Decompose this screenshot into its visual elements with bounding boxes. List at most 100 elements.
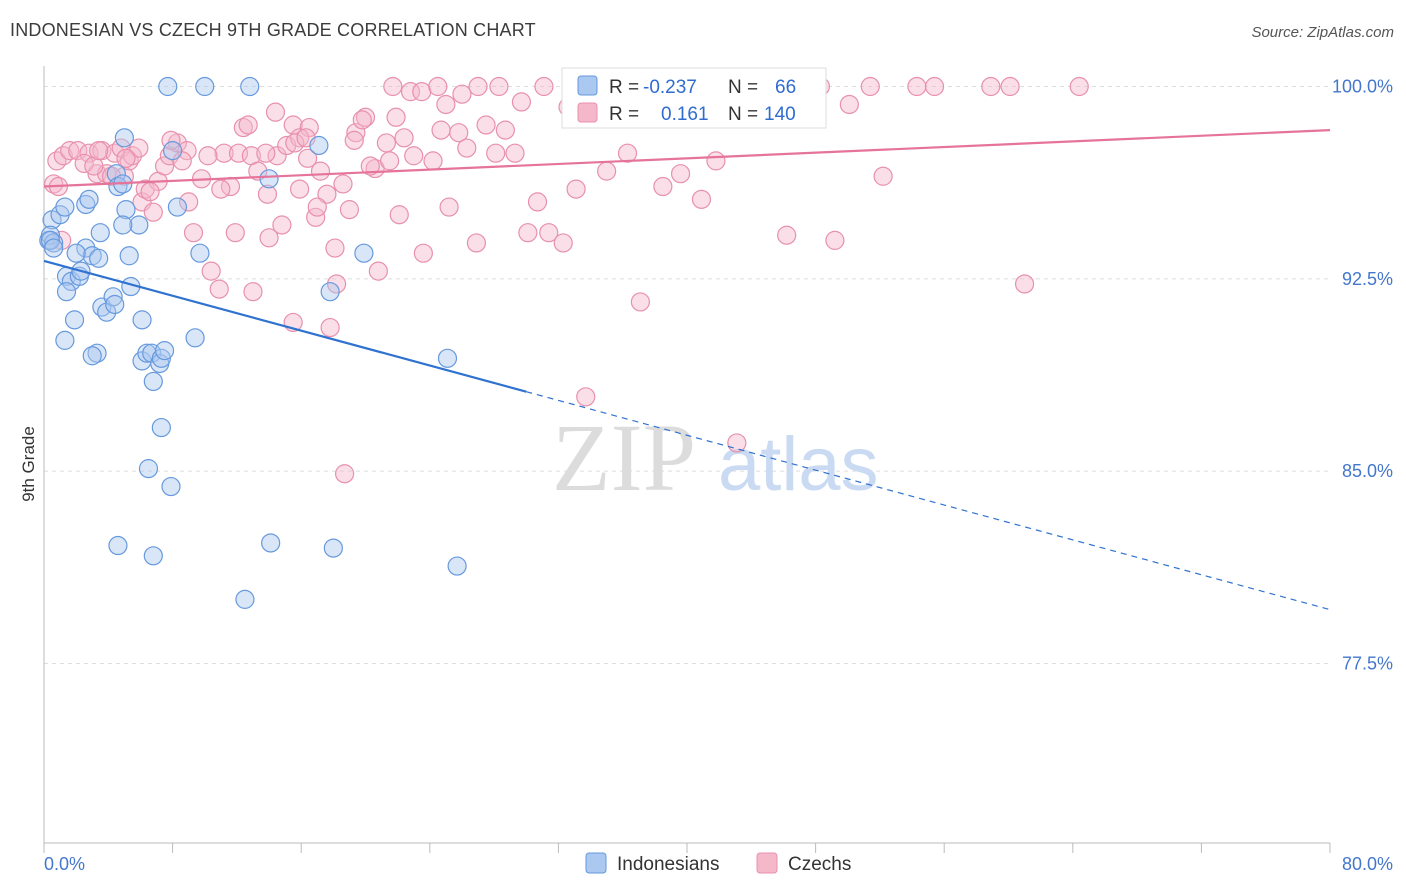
czech-point [285,133,305,153]
indonesian-point [195,76,215,97]
czech-point [129,138,149,158]
indonesian-point [309,135,329,156]
czech-point [505,143,525,163]
czech-point [653,176,673,197]
indonesian-point [143,371,163,392]
indonesian-point [76,194,96,215]
czech-point [691,189,712,209]
x-tick-labels: 0.0% 80.0% [44,854,1393,874]
czech-point [143,202,163,222]
czech-point [183,223,204,243]
indonesian-point [138,459,159,479]
czech-point [428,76,448,97]
czech-point [527,192,548,212]
legend-n-value-indonesians: 66 [775,77,796,98]
czech-point [383,76,403,97]
indonesian-point [119,246,139,266]
czech-point [368,261,388,281]
czech-point [225,223,245,243]
indonesians-trend-line [43,259,527,393]
czech-point [476,115,496,135]
czech-point [267,146,287,166]
czech-point [209,279,229,299]
indonesian-point [108,535,128,556]
x-tick-label-min: 0.0% [44,854,85,874]
czech-point [289,179,310,199]
legend-r-value-czechs: 0.161 [661,104,709,125]
czech-point [47,151,67,171]
czech-point [355,107,376,127]
czech-point [553,233,573,253]
indonesian-point [190,243,210,263]
czech-point [256,143,276,163]
bottom-legend-indonesians-label: Indonesians [617,854,719,875]
legend-indonesians-swatch [577,75,598,96]
czech-point [248,161,268,181]
czech-point [981,76,1001,97]
indonesian-point [151,417,171,438]
indonesian-point [129,215,149,235]
czech-point [326,274,347,294]
czech-point [466,233,487,253]
indonesian-point [163,141,183,161]
czech-point [333,174,353,194]
correlation-legend: R = -0.237 N = 66 R = 0.161 N = 140 [561,67,827,129]
czech-point [380,151,400,171]
legend-n-label-2: N = [728,104,758,125]
czech-point [265,102,286,122]
indonesian-point [40,230,61,250]
czech-point [307,197,327,217]
czech-point [161,130,181,150]
czech-point [211,179,231,199]
czech-point [777,225,797,245]
legend-box [561,67,827,129]
indonesian-point [113,215,133,235]
czech-point [394,128,414,148]
czech-point [243,282,263,302]
legend-n-label-1: N = [728,77,758,98]
czech-point [597,161,617,181]
czech-point [400,82,421,102]
czech-point [376,133,396,153]
indonesian-point [82,346,102,366]
indonesian-point [66,243,86,263]
indonesian-point [154,341,175,361]
czech-point [339,200,360,220]
indonesian-point [261,533,281,553]
czech-point [436,94,456,115]
czech-point [431,120,451,140]
czech-point [457,138,477,158]
czech-point [839,94,859,115]
legend-n-value-czechs: 140 [764,104,796,125]
indonesian-point [240,76,260,97]
indonesian-point [143,546,163,566]
czech-point [727,433,747,453]
indonesian-point [354,243,374,263]
indonesian-point [132,310,152,330]
czech-point [412,82,432,102]
y-tick-label: 100.0% [1332,77,1393,97]
legend-r-label-1: R = [609,77,639,98]
indonesian-point [105,294,125,315]
indonesian-point [44,233,64,253]
czech-point [452,84,472,104]
chart-title: INDONESIAN VS CZECH 9TH GRADE CORRELATIO… [10,20,536,40]
czechs-trend-line [43,129,1331,188]
czech-point [539,223,559,243]
czech-point [617,143,638,163]
czech-point [924,76,945,97]
czech-point [449,123,469,143]
bottom-legend-czechs-label: Czechs [788,854,851,875]
czech-point [352,110,372,130]
bottom-legend-indonesians-swatch [585,852,607,874]
indonesian-point [55,330,75,350]
legend-czechs-swatch [577,102,598,123]
czech-point [172,151,192,171]
indonesian-point [447,556,467,576]
czech-point [116,148,136,168]
czech-point [360,156,380,176]
czech-point [1014,274,1035,294]
indonesian-point [151,348,171,368]
czech-point [306,207,326,227]
czech-point [439,197,459,217]
